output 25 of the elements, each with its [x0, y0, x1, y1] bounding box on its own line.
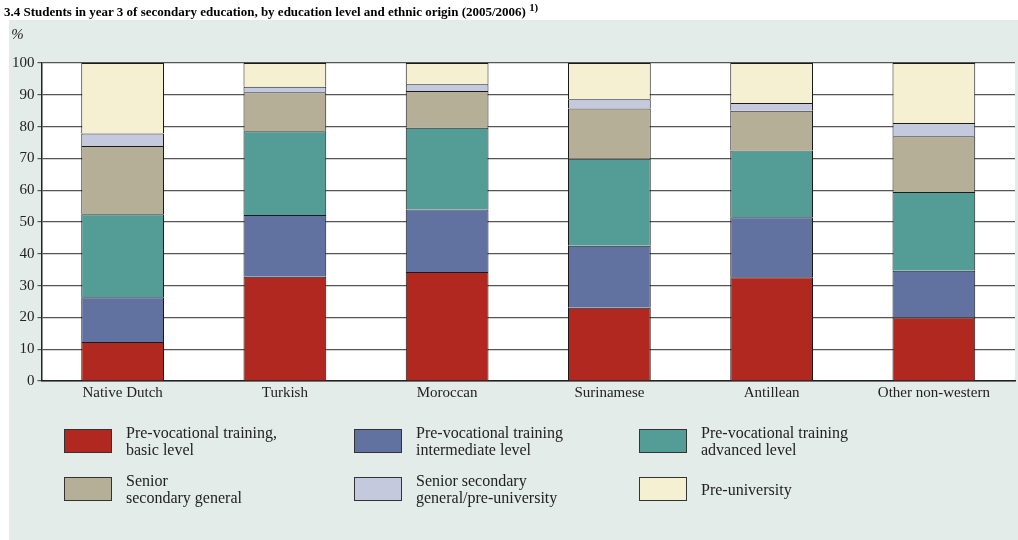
legend-label: Pre-vocational training, basic level	[126, 424, 278, 458]
x-tick-label: Native Dutch	[82, 383, 164, 400]
y-tick-label: 20	[19, 308, 35, 325]
y-tick-label: 100	[12, 53, 35, 70]
y-tick-label: 80	[19, 117, 35, 134]
y-tick-label: 50	[19, 212, 35, 229]
y-tick-label: 40	[19, 244, 35, 261]
legend-label: Pre-vocational training advanced level	[701, 424, 849, 458]
x-tick-label: Antillean	[743, 383, 801, 400]
legend-label: Senior secondary general	[126, 472, 242, 506]
x-tick-label: Surinamese	[574, 383, 645, 400]
x-tick-label: Turkish	[261, 383, 309, 400]
y-tick-label: 10	[19, 340, 35, 357]
legend-label: Pre-vocational training intermediate level	[416, 424, 564, 458]
x-tick-label: Other non-western	[877, 383, 991, 400]
chart-title: 3.4 Students in year 3 of secondary education, by education level and ethnic origin (2005/2006) $^{1)}$	[4, 1, 539, 21]
x-tick-label: Moroccan	[416, 383, 479, 400]
y-tick-label: 30	[19, 276, 35, 293]
y-tick-label: 70	[19, 149, 35, 166]
y-tick-label: 0	[27, 371, 35, 388]
legend-label: Senior secondary general/pre-university	[416, 472, 558, 506]
y-tick-label: 60	[19, 181, 35, 198]
legend-label: Pre-university	[701, 480, 792, 498]
y-axis-title: %	[11, 25, 24, 42]
y-tick-label: 90	[19, 85, 35, 102]
